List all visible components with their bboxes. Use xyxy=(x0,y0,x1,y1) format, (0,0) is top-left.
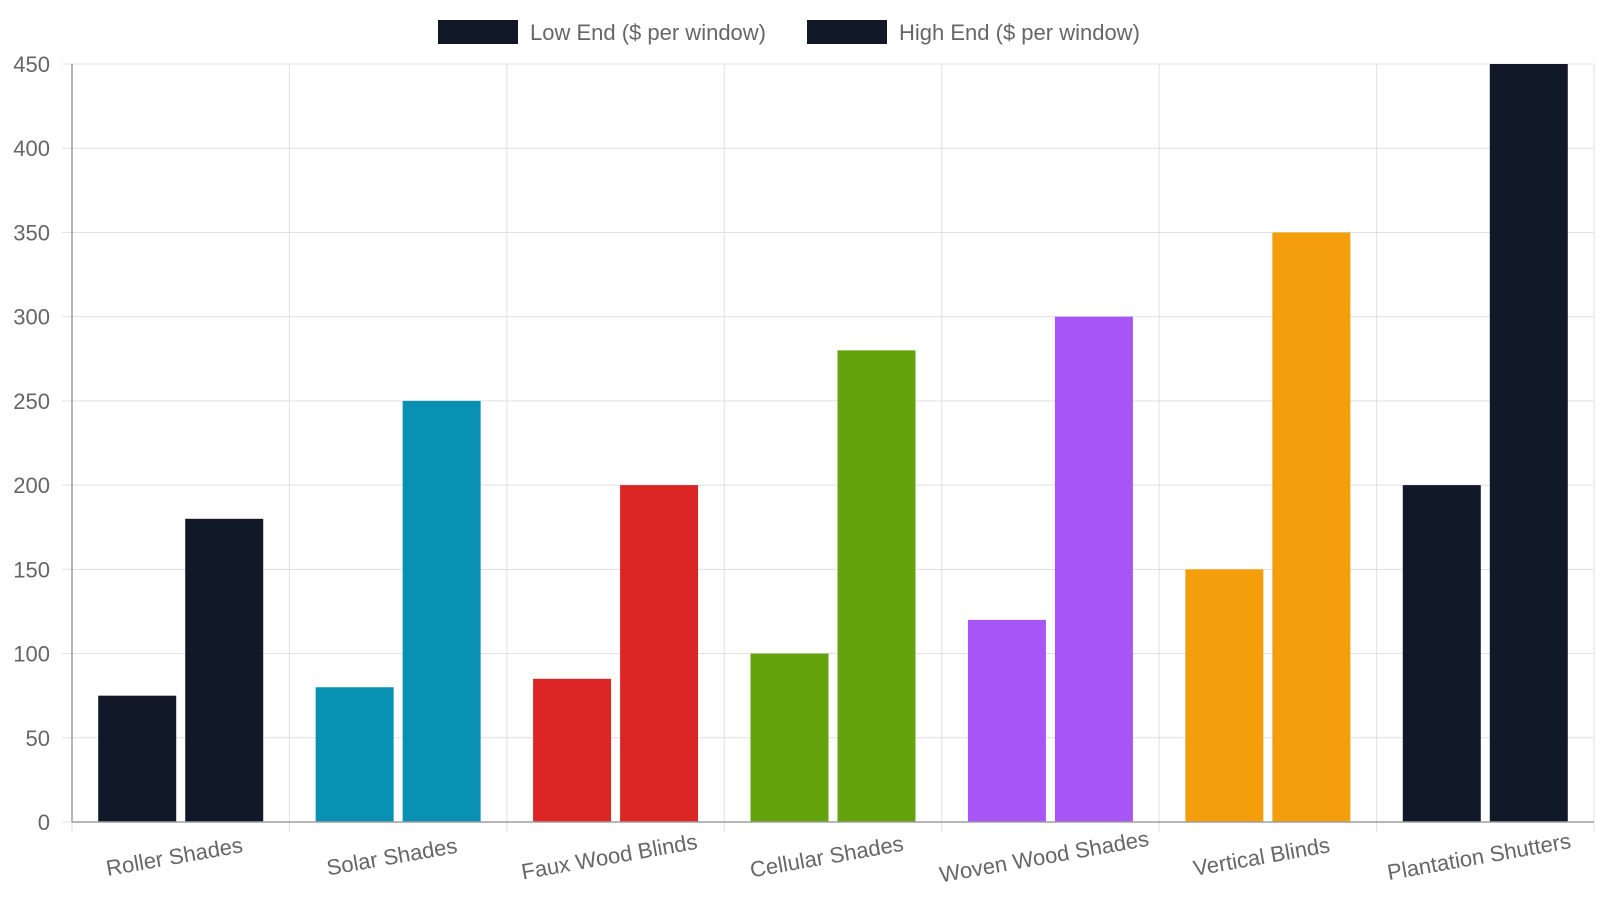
y-tick-label: 350 xyxy=(13,220,50,245)
bars xyxy=(98,64,1568,822)
y-tick-label: 150 xyxy=(13,557,50,582)
legend: Low End ($ per window) High End ($ per wi… xyxy=(438,20,1140,45)
bar-high-end-vertical-blinds[interactable] xyxy=(1272,232,1351,822)
bar-high-end-faux-wood-blinds[interactable] xyxy=(620,485,699,822)
bar-low-end-faux-wood-blinds[interactable] xyxy=(533,678,612,822)
legend-swatch[interactable] xyxy=(438,20,518,44)
bar-high-end-roller-shades[interactable] xyxy=(185,518,264,822)
bar-high-end-solar-shades[interactable] xyxy=(402,400,481,822)
y-tick-label: 0 xyxy=(38,810,50,835)
legend-swatch[interactable] xyxy=(807,20,887,44)
y-tick-label: 400 xyxy=(13,136,50,161)
x-tick-label: Vertical Blinds xyxy=(1191,832,1331,881)
x-tick-label: Faux Wood Blinds xyxy=(519,829,699,885)
y-tick-label: 100 xyxy=(13,642,50,667)
x-tick-label: Woven Wood Shades xyxy=(938,826,1151,887)
y-tick-label: 450 xyxy=(13,52,50,77)
x-tick-label: Plantation Shutters xyxy=(1385,828,1572,885)
x-tick-label: Cellular Shades xyxy=(748,831,905,883)
x-tick-label: Roller Shades xyxy=(104,832,244,881)
x-tick-label: Solar Shades xyxy=(325,833,459,881)
legend-label[interactable]: Low End ($ per window) xyxy=(530,20,766,45)
bar-low-end-cellular-shades[interactable] xyxy=(750,653,829,822)
y-axis-ticks: 0 50 100 150 200 250 300 350 400 450 xyxy=(13,52,50,835)
bar-low-end-roller-shades[interactable] xyxy=(98,695,177,822)
bar-low-end-solar-shades[interactable] xyxy=(315,687,394,822)
legend-label[interactable]: High End ($ per window) xyxy=(899,20,1140,45)
bar-low-end-woven-wood-shades[interactable] xyxy=(967,619,1046,822)
axes xyxy=(71,64,1594,823)
bar-low-end-plantation-shutters[interactable] xyxy=(1402,485,1481,822)
x-axis-ticks: Roller Shades Solar Shades Faux Wood Blind… xyxy=(104,826,1572,887)
y-tick-label: 250 xyxy=(13,389,50,414)
y-tick-label: 50 xyxy=(26,726,50,751)
bar-low-end-vertical-blinds[interactable] xyxy=(1185,569,1264,822)
bar-high-end-cellular-shades[interactable] xyxy=(837,350,916,822)
y-tick-label: 200 xyxy=(13,473,50,498)
bar-high-end-woven-wood-shades[interactable] xyxy=(1054,316,1133,822)
y-tick-label: 300 xyxy=(13,305,50,330)
bar-high-end-plantation-shutters[interactable] xyxy=(1489,64,1568,822)
